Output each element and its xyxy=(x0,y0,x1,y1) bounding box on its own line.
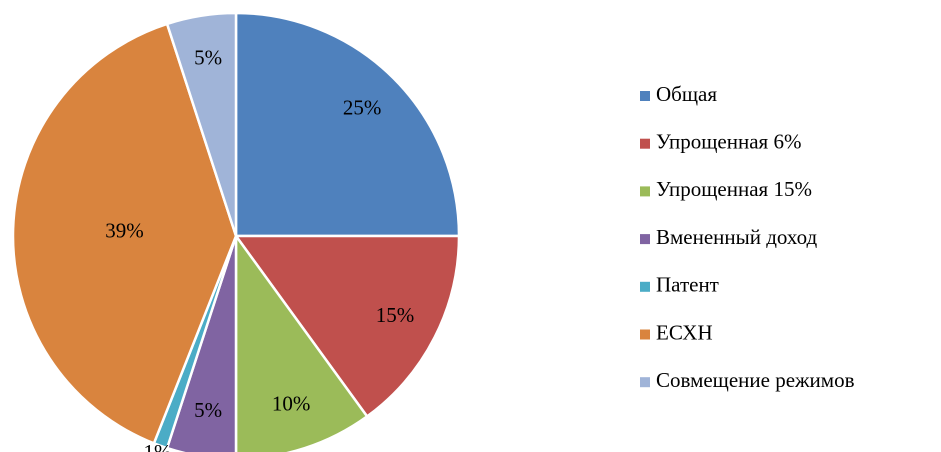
legend-label: Упрощенная 15% xyxy=(656,177,812,201)
pie-slice xyxy=(234,11,461,238)
legend-label: ЕСХН xyxy=(656,320,713,344)
legend-label: Упрощенная 6% xyxy=(656,130,801,154)
legend-swatch xyxy=(640,377,650,388)
legend-label: Совмещение режимов xyxy=(656,368,855,392)
legend-swatch xyxy=(640,329,650,340)
legend-swatch xyxy=(640,138,650,149)
data-label: 5% xyxy=(194,46,222,70)
pie-slice xyxy=(165,11,238,237)
data-label: 1% xyxy=(143,440,171,452)
legend-swatch xyxy=(640,91,650,101)
data-label: 25% xyxy=(343,96,382,120)
legend-label: Вмененный доход xyxy=(656,225,818,249)
data-label: 15% xyxy=(376,303,415,327)
legend-swatch xyxy=(640,281,650,292)
data-label: 5% xyxy=(194,398,222,422)
pie-slice xyxy=(234,232,369,452)
legend-label: Общая xyxy=(656,82,717,106)
legend-label: Патент xyxy=(656,273,719,297)
pie-slice xyxy=(11,22,238,445)
data-label: 39% xyxy=(105,218,144,242)
legend-swatch xyxy=(640,234,650,245)
data-label: 10% xyxy=(272,391,311,415)
pie-slice xyxy=(233,234,461,419)
legend-swatch xyxy=(640,186,650,197)
